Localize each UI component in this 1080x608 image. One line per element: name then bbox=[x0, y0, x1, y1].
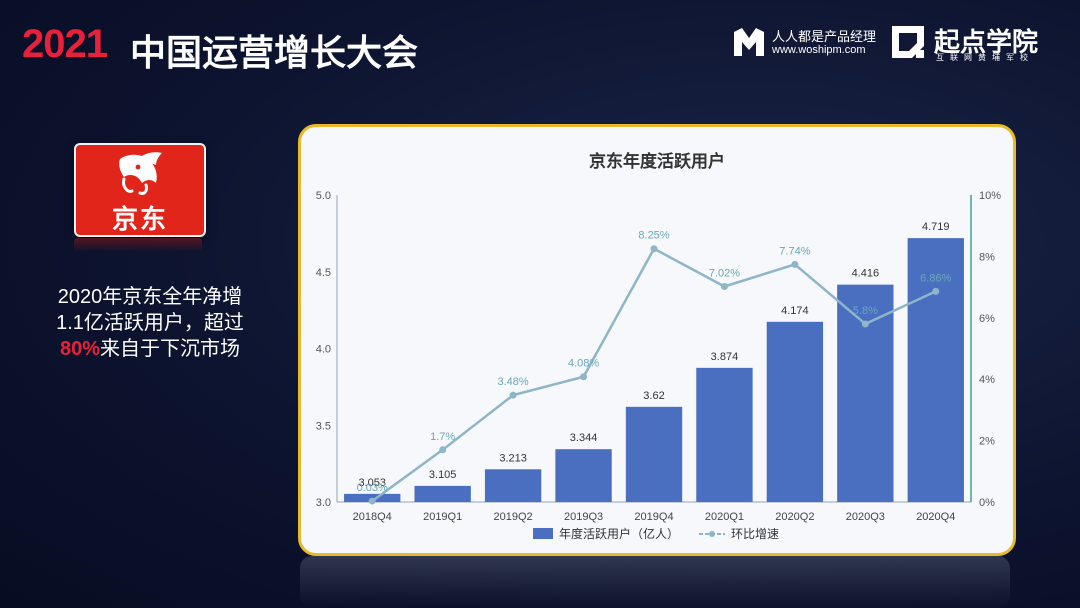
jd-logo: 京东 bbox=[74, 143, 206, 237]
qidian-brand: 起点学院 互联网黄埔军校 bbox=[890, 22, 1060, 62]
jd-mascot-icon bbox=[119, 152, 162, 195]
line-point bbox=[791, 260, 799, 268]
bar-value-label: 3.213 bbox=[499, 452, 527, 464]
bar-value-label: 3.344 bbox=[570, 432, 598, 444]
line-value-label: 6.86% bbox=[920, 272, 951, 284]
chart-reflection bbox=[300, 556, 1010, 608]
bar bbox=[484, 469, 542, 502]
bar bbox=[766, 321, 824, 502]
legend-bar-swatch bbox=[533, 528, 553, 539]
x-tick-label: 2019Q1 bbox=[423, 511, 462, 523]
line-value-label: 0.03% bbox=[357, 482, 388, 494]
active-users-chart: 京东年度活跃用户 3.0 3.5 4.0 4.5 5.0 0% 2% 4% 6% 8% 10% 3.0… bbox=[316, 151, 1002, 541]
chart-title: 京东年度活跃用户 bbox=[589, 151, 725, 171]
legend-line-marker bbox=[709, 531, 715, 537]
bar bbox=[907, 238, 964, 503]
bar-value-label: 4.174 bbox=[781, 305, 809, 317]
x-tick-label: 2018Q4 bbox=[353, 511, 392, 523]
y-right-tick-label: 2% bbox=[979, 436, 995, 448]
bar-value-label: 3.105 bbox=[429, 469, 457, 481]
header-title: 中国运营增长大会 bbox=[130, 32, 419, 73]
annotation-line-3: 80%来自于下沉市场 bbox=[40, 336, 260, 362]
line-value-label: 7.02% bbox=[709, 267, 740, 279]
woshipm-name: 人人都是产品经理 bbox=[772, 29, 877, 44]
x-tick-label: 2020Q2 bbox=[775, 511, 814, 523]
line-value-label: 8.25% bbox=[638, 230, 669, 242]
header-year: 2021 bbox=[22, 22, 108, 66]
jd-logo-text: 京东 bbox=[111, 204, 168, 234]
y-left-tick-label: 5.0 bbox=[316, 190, 331, 202]
bar bbox=[837, 284, 894, 502]
y-left-tick-label: 4.5 bbox=[316, 267, 331, 279]
annotation-text: 2020年京东全年净增 1.1亿活跃用户，超过 80%来自于下沉市场 bbox=[40, 284, 260, 362]
chart-card: 京东年度活跃用户 3.0 3.5 4.0 4.5 5.0 0% 2% 4% 6% 8% 10% 3.0… bbox=[298, 124, 1016, 556]
line-value-label: 5.8% bbox=[853, 305, 878, 317]
bar-value-label: 4.416 bbox=[852, 268, 880, 280]
line-point bbox=[368, 497, 376, 505]
bar-value-label: 4.719 bbox=[922, 221, 950, 233]
x-tick-label: 2020Q4 bbox=[916, 511, 955, 523]
x-tick-label: 2019Q3 bbox=[564, 511, 603, 523]
line-point bbox=[932, 287, 940, 295]
y-left-tick-label: 3.5 bbox=[316, 420, 331, 432]
annotation-highlight: 80% bbox=[59, 338, 101, 360]
bar-value-label: 3.874 bbox=[711, 351, 739, 363]
bar-value-label: 3.62 bbox=[643, 390, 664, 402]
bar bbox=[696, 367, 753, 502]
qidian-name: 起点学院 bbox=[934, 27, 1039, 57]
x-tick-label: 2020Q1 bbox=[705, 511, 744, 523]
qidian-logo-icon bbox=[892, 26, 924, 58]
annotation-line-3-rest: 来自于下沉市场 bbox=[100, 338, 241, 360]
y-right-tick-label: 0% bbox=[979, 497, 995, 509]
woshipm-logo-icon bbox=[734, 28, 764, 56]
y-right-tick-label: 8% bbox=[979, 251, 995, 263]
qidian-subtitle: 互联网黄埔军校 bbox=[936, 53, 1034, 62]
line-value-label: 7.74% bbox=[779, 245, 810, 257]
y-left-tick-label: 3.0 bbox=[316, 497, 331, 509]
line-point bbox=[509, 391, 517, 399]
woshipm-url: www.woshipm.com bbox=[772, 44, 866, 56]
line-point bbox=[580, 373, 588, 381]
woshipm-brand: 人人都是产品经理 www.woshipm.com bbox=[732, 24, 882, 60]
bar bbox=[625, 406, 683, 502]
bar-value-label: 3.053 bbox=[358, 477, 386, 489]
x-tick-label: 2020Q3 bbox=[846, 511, 885, 523]
y-right-tick-label: 10% bbox=[979, 190, 1001, 202]
line-value-label: 4.08% bbox=[568, 358, 599, 370]
y-right-tick-label: 4% bbox=[979, 374, 995, 386]
x-tick-label: 2019Q4 bbox=[634, 511, 673, 523]
legend-line-label: 环比增速 bbox=[731, 527, 779, 541]
legend-bar-label: 年度活跃用户（亿人） bbox=[559, 526, 679, 541]
line-point bbox=[861, 320, 869, 328]
jd-logo-reflection bbox=[74, 238, 202, 252]
line-point bbox=[650, 245, 658, 253]
line-point bbox=[720, 282, 728, 290]
annotation-line-1: 2020年京东全年净增 bbox=[57, 286, 243, 308]
x-tick-label: 2019Q2 bbox=[494, 511, 533, 523]
line-value-label: 3.48% bbox=[498, 376, 529, 388]
line-point bbox=[439, 446, 447, 454]
bar bbox=[414, 485, 471, 502]
line-value-label: 1.7% bbox=[430, 431, 455, 443]
bar bbox=[555, 449, 612, 502]
y-right-tick-label: 6% bbox=[979, 313, 995, 325]
annotation-line-2: 1.1亿活跃用户，超过 bbox=[56, 312, 244, 334]
y-left-tick-label: 4.0 bbox=[316, 344, 331, 356]
